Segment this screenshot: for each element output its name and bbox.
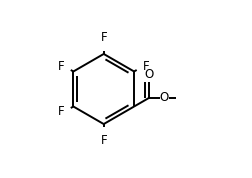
- Text: F: F: [100, 31, 107, 44]
- Text: F: F: [142, 60, 148, 73]
- Text: O: O: [159, 91, 168, 104]
- Text: F: F: [58, 105, 65, 118]
- Text: F: F: [100, 134, 107, 147]
- Text: O: O: [144, 68, 153, 81]
- Text: F: F: [58, 60, 65, 73]
